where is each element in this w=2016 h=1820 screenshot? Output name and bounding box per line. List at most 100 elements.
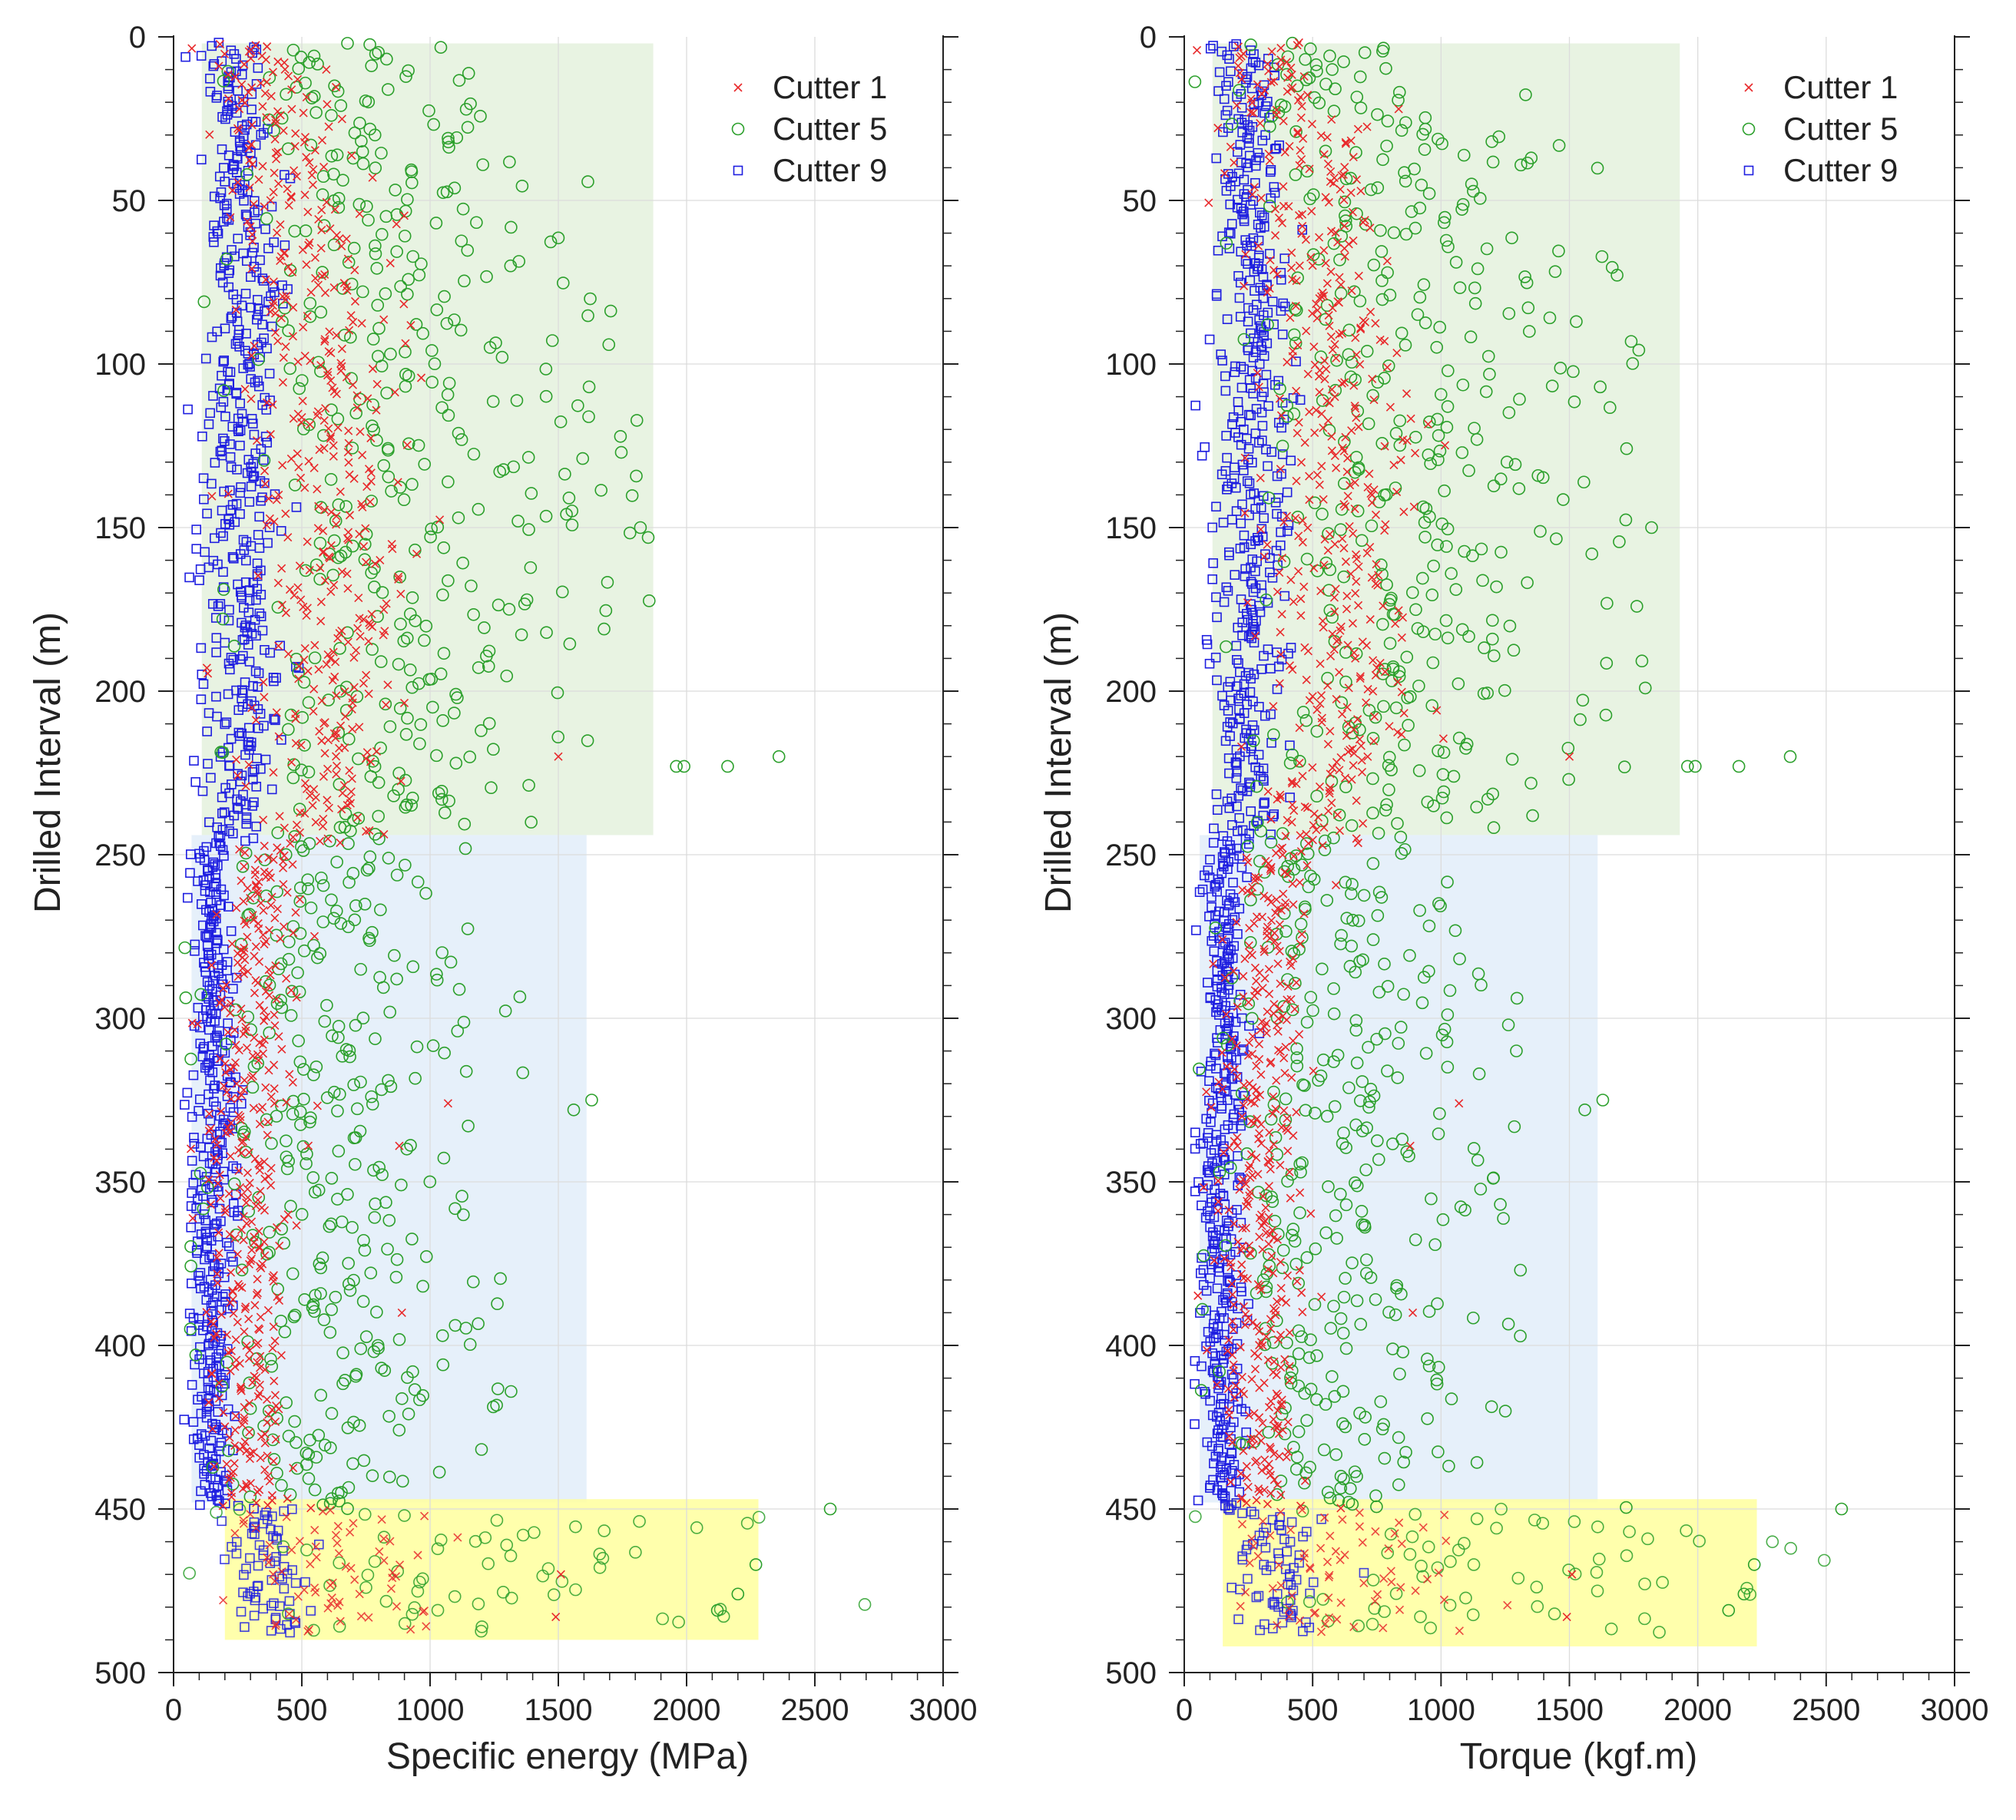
data-point [1273, 587, 1282, 597]
data-point-outlier [731, 1587, 745, 1601]
data-point [406, 1233, 419, 1246]
data-point [1641, 1532, 1654, 1546]
data-point [226, 1064, 235, 1074]
data-point [230, 517, 240, 528]
data-point [1453, 281, 1467, 294]
data-point [300, 655, 309, 664]
data-point [1270, 1000, 1279, 1009]
data-point [1253, 1590, 1264, 1601]
data-point [250, 666, 261, 677]
data-point [1315, 480, 1324, 489]
data-point [1375, 245, 1389, 258]
data-point [1217, 1468, 1228, 1478]
data-point [1302, 326, 1311, 336]
data-point [1339, 675, 1352, 689]
data-point [226, 733, 237, 744]
data-point [361, 754, 371, 763]
data-point [1413, 904, 1426, 917]
data-point [205, 1115, 216, 1126]
data-point [219, 1596, 228, 1605]
data-point [294, 674, 303, 683]
data-point [1354, 1318, 1368, 1331]
data-point [302, 1448, 316, 1461]
data-point [239, 897, 248, 906]
data-point [1237, 333, 1251, 346]
data-point [1260, 101, 1271, 111]
data-point [240, 1305, 250, 1314]
data-point [1304, 991, 1318, 1004]
data-point [326, 1029, 339, 1043]
data-point [210, 1134, 220, 1144]
data-point [203, 759, 213, 769]
data-point [1221, 81, 1231, 91]
data-point [1427, 799, 1440, 812]
data-point [1375, 274, 1389, 287]
data-point [237, 300, 247, 311]
data-point [231, 1335, 240, 1345]
data-point [390, 869, 404, 882]
data-point [257, 492, 267, 502]
data-point [268, 400, 277, 409]
data-point [355, 723, 364, 732]
data-point [308, 1483, 322, 1497]
data-point [1630, 600, 1644, 613]
data-point [1340, 252, 1349, 261]
data-point [1217, 469, 1227, 480]
data-point [1345, 819, 1359, 832]
data-point [316, 617, 326, 626]
data-point [1236, 247, 1246, 256]
data-point [1270, 1148, 1284, 1161]
data-point [1208, 558, 1218, 568]
data-point [1300, 802, 1309, 812]
data-point [288, 829, 301, 843]
data-point [263, 538, 273, 548]
data-point [1474, 1183, 1488, 1196]
data-point [1455, 446, 1469, 459]
data-point [299, 108, 308, 117]
data-point [336, 838, 345, 848]
data-point [502, 603, 516, 616]
data-point [1416, 571, 1429, 585]
data-point [358, 502, 367, 511]
data-point [1305, 495, 1314, 505]
data-point [239, 1236, 248, 1245]
data-point [243, 699, 253, 710]
data-point [322, 65, 331, 74]
data-point [1366, 223, 1375, 233]
data-point [1295, 1330, 1308, 1343]
data-point [1319, 246, 1329, 255]
data-point [331, 1193, 344, 1206]
data-point [416, 326, 429, 340]
data-point [355, 1590, 364, 1599]
data-point [282, 1154, 295, 1168]
data-point [1591, 1584, 1604, 1598]
data-point [270, 1577, 280, 1586]
data-point [297, 1092, 310, 1106]
data-point [1260, 947, 1269, 957]
data-point [314, 1261, 328, 1275]
data-point [219, 486, 229, 497]
data-point [310, 146, 319, 155]
data-point [293, 1055, 307, 1069]
data-point [257, 1432, 266, 1441]
data-point [1242, 997, 1256, 1011]
data-point [250, 218, 261, 229]
data-point [1197, 1249, 1210, 1262]
data-point [442, 794, 455, 808]
data-point [331, 1530, 340, 1540]
data-point [1316, 131, 1326, 141]
data-point [201, 1406, 212, 1417]
data-point [194, 1106, 204, 1116]
data-point [1327, 1007, 1341, 1021]
data-point [1430, 1377, 1444, 1391]
data-point [224, 761, 234, 771]
data-point [291, 502, 302, 512]
data-point [193, 1194, 203, 1204]
data-point [286, 193, 296, 202]
data-point [290, 141, 300, 151]
data-point [1257, 1536, 1267, 1547]
data-point [283, 284, 293, 294]
data-point [1272, 895, 1281, 904]
data-point [1396, 455, 1405, 465]
data-point [202, 726, 212, 736]
